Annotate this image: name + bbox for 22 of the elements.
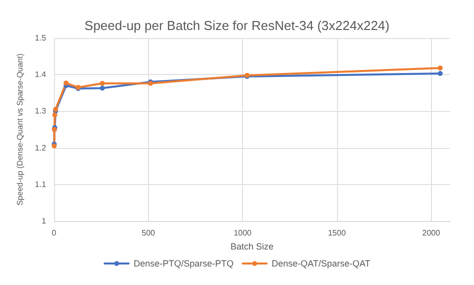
point: [52, 112, 58, 118]
legend-label: Dense-PTQ/Sparse-PTQ: [134, 258, 234, 268]
point: [100, 80, 105, 86]
x-axis-title: Batch Size: [230, 241, 274, 252]
x-tick-label: 500: [142, 228, 156, 238]
x-tick-label: 2000: [422, 228, 441, 238]
x-tick-label: 0: [52, 228, 57, 238]
y-axis-title: Speed-up (Dense-Quant vs Sparse-Quant): [16, 53, 24, 206]
y-tick-label: 1.5: [34, 34, 47, 42]
x-tick-label: 1000: [234, 228, 252, 238]
y-tick-label: 1: [42, 216, 47, 226]
point: [100, 86, 105, 91]
point: [438, 71, 443, 76]
y-tick-label: 1.4: [34, 70, 47, 80]
y-tick-label: 1.1: [34, 180, 47, 189]
point: [64, 80, 69, 86]
chart-title: Speed-up per Batch Size for ResNet-34 (3x224x224): [84, 18, 390, 33]
y-tick-label: 1.3: [34, 106, 47, 116]
legend-label: Dense-QAT/Sparse-QAT: [272, 258, 371, 268]
x-tick-label: 1500: [328, 228, 346, 238]
point: [438, 66, 443, 71]
y-tick-label: 1.2: [34, 143, 47, 152]
